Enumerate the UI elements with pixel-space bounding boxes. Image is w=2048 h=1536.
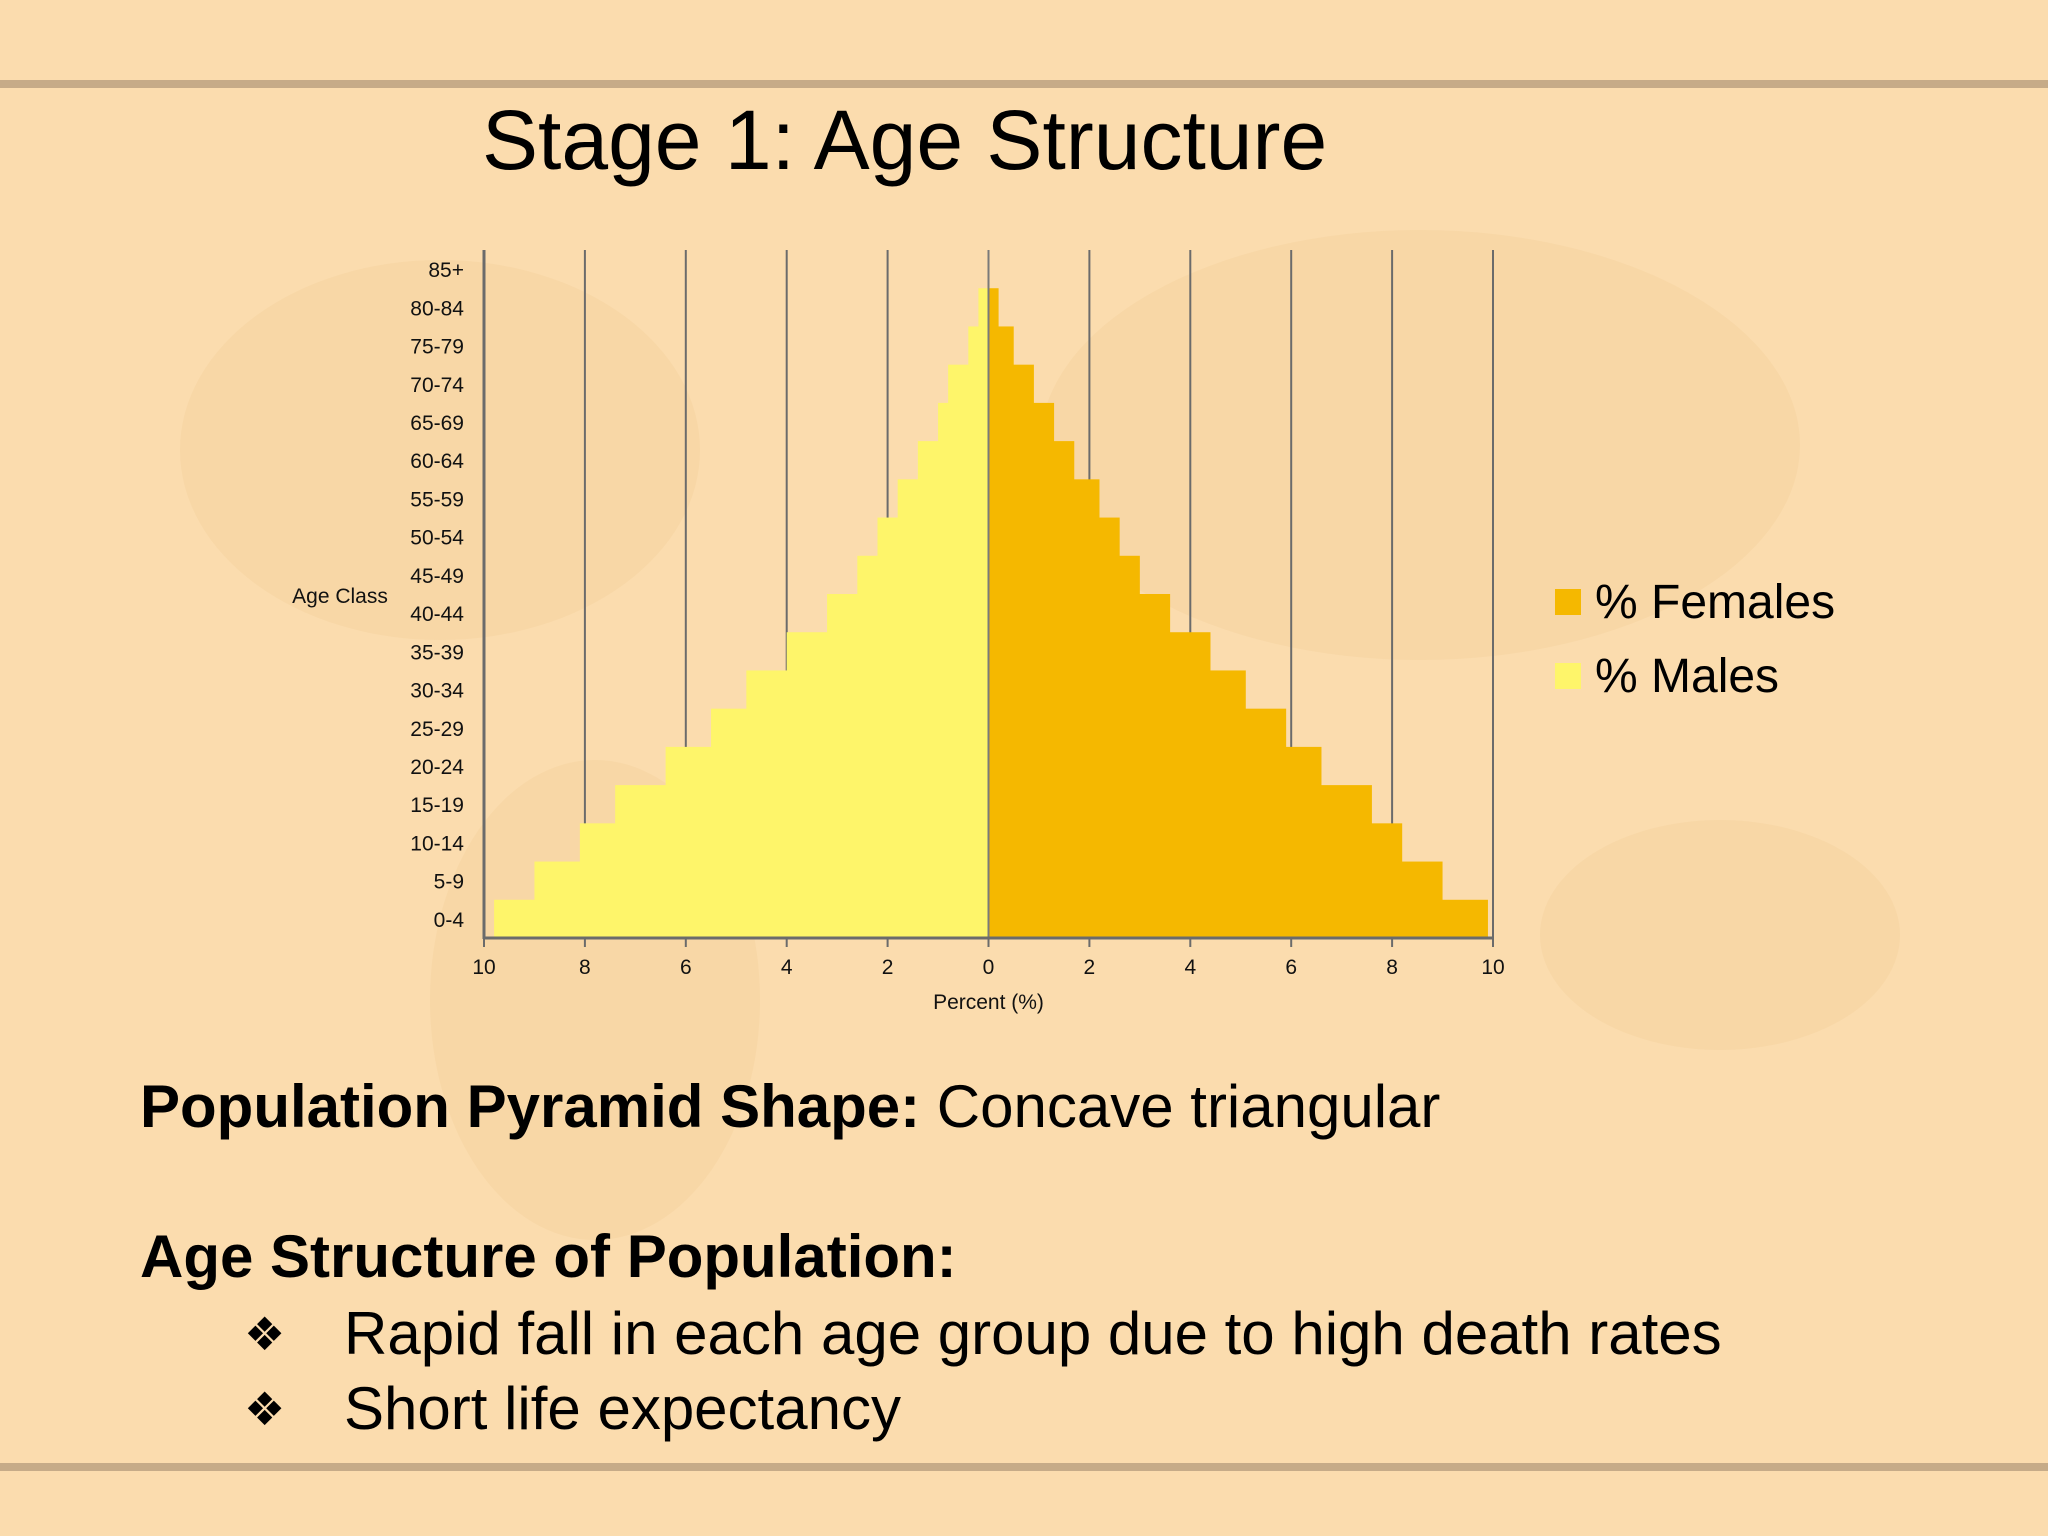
bar-males bbox=[948, 364, 989, 404]
bottom-divider bbox=[0, 1463, 2048, 1471]
legend-swatch-females bbox=[1555, 589, 1581, 615]
x-tick-label: 8 bbox=[1386, 956, 1398, 979]
x-tick-label: 6 bbox=[1285, 956, 1297, 979]
bar-females bbox=[988, 861, 1443, 901]
y-tick-label: 65-69 bbox=[410, 412, 464, 435]
bar-males bbox=[615, 785, 989, 824]
y-tick-label: 0-4 bbox=[434, 909, 465, 932]
x-tick-label: 10 bbox=[1481, 956, 1504, 979]
bar-males bbox=[897, 479, 989, 519]
y-tick-label: 40-44 bbox=[410, 603, 464, 626]
bar-males bbox=[968, 326, 989, 366]
legend-item-females: % Females bbox=[1555, 565, 1835, 639]
top-divider bbox=[0, 80, 2048, 88]
population-pyramid-chart: 10 8 6 4 2 0 2 4 6 8 10 85+ 80-84 75-79 70-74 65-69 60-6… bbox=[292, 250, 1505, 1014]
x-tick-label: 0 bbox=[983, 956, 995, 979]
bullet-item: ❖ Short life expectancy bbox=[244, 1371, 1722, 1446]
bar-females bbox=[988, 326, 1014, 366]
y-tick-label: 10-14 bbox=[410, 832, 464, 855]
bar-males bbox=[711, 708, 989, 748]
y-tick-label: 30-34 bbox=[410, 680, 464, 703]
chart-legend: % Females % Males bbox=[1555, 565, 1835, 713]
four-diamond-bullet-icon: ❖ bbox=[244, 1306, 286, 1361]
bar-females bbox=[988, 785, 1372, 824]
legend-item-males: % Males bbox=[1555, 639, 1835, 713]
x-tick-label: 6 bbox=[680, 956, 692, 979]
bar-females bbox=[988, 517, 1120, 557]
bar-males bbox=[978, 288, 989, 328]
y-tick-label: 45-49 bbox=[410, 565, 464, 588]
bar-females bbox=[988, 708, 1287, 748]
bar-males bbox=[827, 594, 989, 633]
bullet-list: ❖ Rapid fall in each age group due to hi… bbox=[244, 1296, 1722, 1446]
y-tick-label: 70-74 bbox=[410, 374, 464, 397]
background-shape bbox=[180, 260, 700, 640]
y-axis-title: Age Class bbox=[292, 585, 388, 608]
bar-males bbox=[746, 670, 989, 710]
bar-females bbox=[988, 899, 1488, 939]
bar-females bbox=[988, 746, 1322, 786]
bar-males bbox=[494, 899, 989, 939]
bar-males bbox=[917, 441, 989, 480]
x-tick-label: 2 bbox=[882, 956, 894, 979]
x-tick-label: 10 bbox=[472, 956, 495, 979]
bar-females bbox=[988, 479, 1100, 519]
y-tick-label: 80-84 bbox=[410, 297, 464, 320]
four-diamond-bullet-icon: ❖ bbox=[244, 1381, 286, 1436]
bar-females bbox=[988, 594, 1171, 633]
y-tick-label: 20-24 bbox=[410, 756, 464, 779]
y-tick-label: 85+ bbox=[428, 259, 464, 282]
bar-females bbox=[988, 441, 1075, 480]
y-tick-label: 75-79 bbox=[410, 336, 464, 359]
bullet-text: Rapid fall in each age group due to high… bbox=[344, 1300, 1722, 1367]
y-tick-label: 25-29 bbox=[410, 718, 464, 741]
x-tick-label: 4 bbox=[1184, 956, 1196, 979]
bullet-text: Short life expectancy bbox=[344, 1375, 901, 1442]
y-tick-label: 5-9 bbox=[434, 871, 464, 894]
section-heading: Age Structure of Population: bbox=[140, 1223, 957, 1290]
bullet-item: ❖ Rapid fall in each age group due to hi… bbox=[244, 1296, 1722, 1371]
x-tick-label: 4 bbox=[781, 956, 793, 979]
bar-males bbox=[938, 402, 989, 442]
x-tick-label: 8 bbox=[579, 956, 591, 979]
bar-females bbox=[988, 402, 1055, 442]
bar-males bbox=[877, 517, 989, 557]
background-shape bbox=[1540, 820, 1900, 1050]
background-shape bbox=[1040, 230, 1800, 660]
y-tick-label: 60-64 bbox=[410, 450, 464, 473]
pyramid-shape-line: Population Pyramid Shape: Concave triang… bbox=[140, 1072, 1440, 1141]
slide-title: Stage 1: Age Structure bbox=[482, 93, 1328, 187]
bar-males bbox=[579, 823, 989, 863]
bar-females bbox=[988, 823, 1403, 863]
bar-females bbox=[988, 632, 1211, 672]
y-tick-label: 15-19 bbox=[410, 794, 464, 817]
pyramid-shape-value: Concave triangular bbox=[936, 1073, 1441, 1140]
pyramid-shape-label: Population Pyramid Shape: bbox=[140, 1073, 921, 1140]
bar-males bbox=[786, 632, 989, 672]
bar-males bbox=[665, 746, 989, 786]
x-tick-label: 2 bbox=[1084, 956, 1096, 979]
legend-label-males: % Males bbox=[1595, 649, 1780, 703]
y-tick-label: 35-39 bbox=[410, 641, 464, 664]
y-tick-label: 50-54 bbox=[410, 527, 464, 550]
x-axis-title: Percent (%) bbox=[933, 991, 1044, 1014]
bar-females bbox=[988, 364, 1034, 404]
bar-females bbox=[988, 288, 999, 328]
bar-females bbox=[988, 670, 1246, 710]
legend-label-females: % Females bbox=[1595, 575, 1836, 629]
bar-females bbox=[988, 555, 1140, 595]
y-tick-label: 55-59 bbox=[410, 488, 464, 511]
bar-males bbox=[534, 861, 989, 901]
legend-swatch-males bbox=[1555, 663, 1581, 689]
bar-males bbox=[857, 555, 989, 595]
